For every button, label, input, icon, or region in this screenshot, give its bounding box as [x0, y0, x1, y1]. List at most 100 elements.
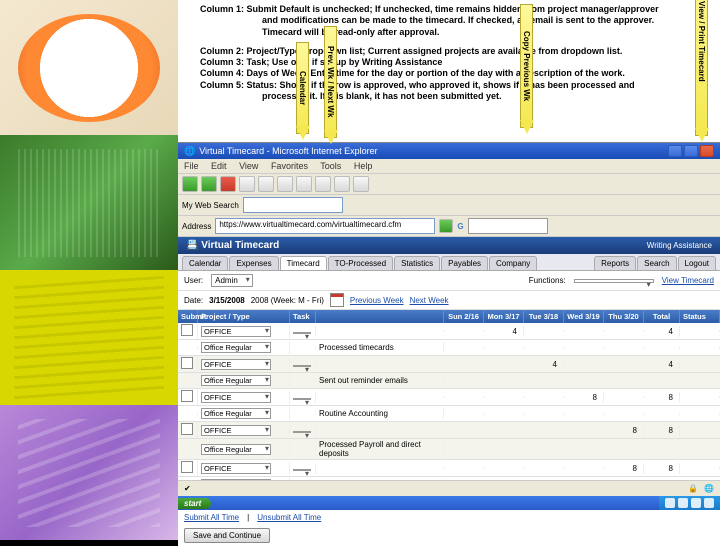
hours-cell[interactable] [444, 467, 484, 469]
go-icon[interactable] [439, 219, 453, 233]
tab-reports[interactable]: Reports [594, 256, 636, 270]
hours-cell[interactable] [604, 380, 644, 382]
hours-cell[interactable] [564, 330, 604, 332]
hours-cell[interactable] [564, 467, 604, 469]
hours-cell[interactable] [444, 413, 484, 415]
hours-cell[interactable]: 4 [484, 326, 524, 337]
hours-cell[interactable] [604, 413, 644, 415]
hours-cell[interactable] [484, 448, 524, 450]
hours-cell[interactable] [524, 347, 564, 349]
task-select[interactable] [293, 431, 311, 433]
tray-icon[interactable] [665, 498, 675, 508]
print-icon[interactable] [353, 176, 369, 192]
hours-cell[interactable] [444, 363, 484, 365]
hours-cell[interactable] [604, 396, 644, 398]
tab-search[interactable]: Search [637, 256, 676, 270]
project-select[interactable]: OFFICE [201, 425, 271, 436]
hours-cell[interactable] [524, 330, 564, 332]
calendar-icon[interactable] [330, 293, 344, 307]
hours-cell[interactable] [564, 429, 604, 431]
project-select[interactable]: OFFICE [201, 392, 271, 403]
back-icon[interactable] [182, 176, 198, 192]
functions-select[interactable] [574, 279, 654, 283]
menu-help[interactable]: Help [354, 161, 373, 171]
submit-checkbox[interactable] [181, 324, 193, 336]
hours-cell[interactable] [604, 347, 644, 349]
view-timecard-link[interactable]: View Timecard [662, 276, 714, 285]
unsubmit-all-link[interactable]: Unsubmit All Time [257, 513, 321, 522]
desc-cell[interactable]: Sent out reminder emails [316, 375, 444, 386]
tab-payables[interactable]: Payables [441, 256, 488, 270]
project-select[interactable]: Office Regular [201, 408, 271, 419]
task-select[interactable] [293, 469, 311, 471]
prev-week-link[interactable]: Previous Week [350, 296, 404, 305]
submit-checkbox[interactable] [181, 390, 193, 402]
hours-cell[interactable] [444, 330, 484, 332]
project-select[interactable]: Office Regular [201, 342, 271, 353]
desc-cell[interactable]: Processed timecards [316, 342, 444, 353]
hours-cell[interactable] [564, 448, 604, 450]
submit-checkbox[interactable] [181, 423, 193, 435]
tab-statistics[interactable]: Statistics [394, 256, 440, 270]
hours-cell[interactable] [444, 380, 484, 382]
hours-cell[interactable] [484, 363, 524, 365]
search-icon[interactable] [277, 176, 293, 192]
hours-cell[interactable]: 8 [604, 463, 644, 474]
hours-cell[interactable]: 8 [564, 392, 604, 403]
hours-cell[interactable] [564, 347, 604, 349]
hours-cell[interactable] [484, 396, 524, 398]
task-select[interactable] [293, 332, 311, 334]
hours-cell[interactable] [444, 396, 484, 398]
websearch-input[interactable] [243, 197, 343, 213]
hours-cell[interactable] [524, 467, 564, 469]
tab-calendar[interactable]: Calendar [182, 256, 228, 270]
refresh-icon[interactable] [239, 176, 255, 192]
tab-company[interactable]: Company [489, 256, 537, 270]
hours-cell[interactable]: 8 [604, 425, 644, 436]
hours-cell[interactable] [524, 396, 564, 398]
hours-cell[interactable] [564, 363, 604, 365]
tray-icon[interactable] [691, 498, 701, 508]
menu-file[interactable]: File [184, 161, 199, 171]
menu-view[interactable]: View [239, 161, 258, 171]
hours-cell[interactable] [564, 413, 604, 415]
next-week-link[interactable]: Next Week [410, 296, 449, 305]
hours-cell[interactable] [564, 380, 604, 382]
hours-cell[interactable] [524, 413, 564, 415]
tab-to-processed[interactable]: TO-Processed [328, 256, 393, 270]
hours-cell[interactable] [444, 429, 484, 431]
hours-cell[interactable] [604, 330, 644, 332]
hours-cell[interactable] [524, 429, 564, 431]
project-select[interactable]: Office Regular [201, 444, 271, 455]
menu-tools[interactable]: Tools [320, 161, 341, 171]
start-button[interactable]: start [178, 498, 211, 509]
submit-checkbox[interactable] [181, 461, 193, 473]
minimize-button[interactable] [668, 145, 682, 157]
stop-icon[interactable] [220, 176, 236, 192]
desc-cell[interactable]: Routine Accounting [316, 408, 444, 419]
project-select[interactable]: OFFICE [201, 326, 271, 337]
task-select[interactable] [293, 398, 311, 400]
history-icon[interactable] [315, 176, 331, 192]
mail-icon[interactable] [334, 176, 350, 192]
hours-cell[interactable] [524, 380, 564, 382]
save-button[interactable]: Save and Continue [184, 528, 270, 543]
project-select[interactable]: OFFICE [201, 463, 271, 474]
hours-cell[interactable] [444, 347, 484, 349]
hours-cell[interactable] [604, 363, 644, 365]
tab-expenses[interactable]: Expenses [229, 256, 278, 270]
hours-cell[interactable] [444, 448, 484, 450]
menu-edit[interactable]: Edit [211, 161, 227, 171]
favorites-icon[interactable] [296, 176, 312, 192]
hours-cell[interactable] [484, 347, 524, 349]
menu-favorites[interactable]: Favorites [271, 161, 308, 171]
hours-cell[interactable] [484, 467, 524, 469]
tab-timecard[interactable]: Timecard [280, 256, 327, 270]
user-select[interactable]: Admin [211, 274, 253, 287]
hours-cell[interactable] [524, 448, 564, 450]
hours-cell[interactable] [484, 380, 524, 382]
submit-all-link[interactable]: Submit All Time [184, 513, 239, 522]
hours-cell[interactable]: 4 [524, 359, 564, 370]
hours-cell[interactable] [484, 429, 524, 431]
tab-logout[interactable]: Logout [678, 256, 716, 270]
